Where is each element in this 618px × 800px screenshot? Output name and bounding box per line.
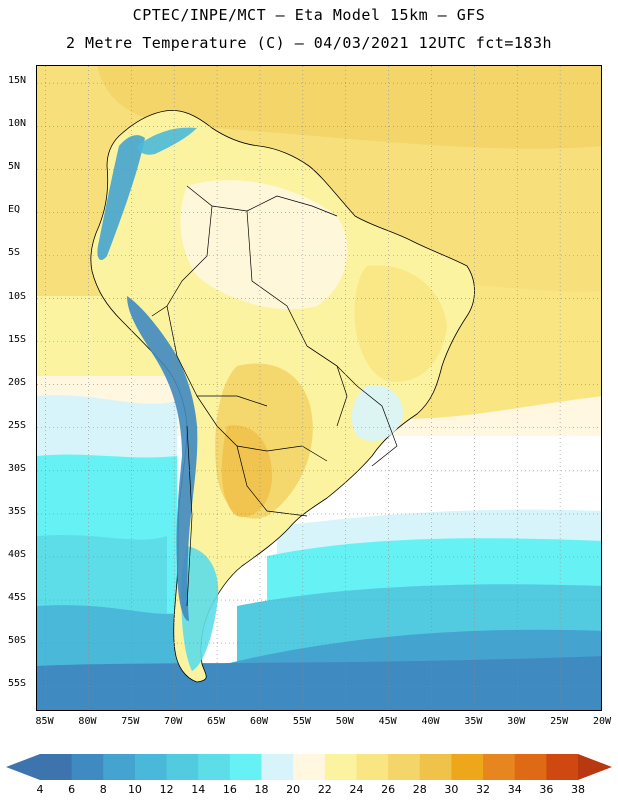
lat-tick-label: 35S: [8, 505, 27, 517]
chaco-hot-region: [221, 425, 272, 517]
lat-tick-label: 20S: [8, 376, 27, 388]
colorbar-swatch: [166, 754, 199, 780]
colorbar-tick-label: 26: [381, 783, 396, 796]
colorbar-tick-label: 16: [222, 783, 237, 796]
colorbar-tick-label: 24: [349, 783, 364, 796]
lat-tick-label: 25S: [8, 419, 27, 431]
lon-tick-label: 30W: [507, 716, 526, 727]
lon-tick-label: 25W: [550, 716, 569, 727]
colorbar-swatch: [356, 754, 389, 780]
lon-tick-label: 40W: [421, 716, 440, 727]
colorbar-tick-label: 34: [507, 783, 522, 796]
map-subtitle: 2 Metre Temperature (C) – 04/03/2021 12U…: [65, 34, 553, 52]
lon-tick-label: 80W: [78, 716, 97, 727]
lon-tick-label: 50W: [335, 716, 354, 727]
colorbar-swatch: [546, 754, 579, 780]
colorbar-swatch: [229, 754, 263, 780]
country-borders: [151, 185, 398, 607]
lat-tick-label: 15N: [8, 75, 27, 87]
lat-tick-label: 40S: [8, 548, 27, 560]
colorbar-swatch: [40, 754, 73, 780]
andes-cold-north: [97, 135, 145, 261]
lat-tick-label: EQ: [8, 204, 21, 216]
lon-tick-label: 45W: [378, 716, 397, 727]
colorbar-swatch: [198, 754, 231, 780]
colorbar-swatch: [388, 754, 421, 780]
lat-tick-label: 10N: [8, 118, 27, 130]
colorbar-tick-label: 18: [254, 783, 269, 796]
colorbar-tick-label: 10: [127, 783, 142, 796]
lat-tick-label: 50S: [8, 635, 27, 647]
colorbar-swatch: [483, 754, 516, 780]
colorbar-tick-label: 22: [317, 783, 332, 796]
colorbar-tick-label: 38: [571, 783, 585, 796]
lon-tick-label: 55W: [292, 716, 311, 727]
colorbar-swatch: [324, 754, 357, 780]
lat-tick-label: 5N: [8, 161, 21, 173]
colorbar-tick-label: 36: [539, 783, 554, 796]
temperature-map: [36, 65, 602, 711]
colorbar-tick-label: 4: [36, 783, 44, 796]
colorbar-tick-label: 14: [191, 783, 206, 796]
colorbar-under-arrow: [6, 754, 40, 780]
colorbar-tick-label: 12: [159, 783, 174, 796]
caribbean-warm: [97, 66, 601, 149]
colorbar-tick-label: 28: [412, 783, 427, 796]
lon-tick-label: 35W: [464, 716, 483, 727]
colorbar-swatch: [261, 754, 294, 780]
temperature-colorbar: [0, 750, 618, 800]
colorbar-tick-label: 8: [99, 783, 107, 796]
andes-cold-central: [127, 296, 198, 621]
andes-cold-venezuela: [137, 127, 197, 155]
lat-tick-label: 15S: [8, 333, 27, 345]
colorbar-over-arrow: [578, 754, 612, 780]
colorbar-tick-label: 32: [476, 783, 491, 796]
patagonia-cool: [181, 546, 219, 671]
brazil-east-warm: [354, 265, 447, 382]
lon-tick-label: 70W: [164, 716, 183, 727]
colorbar-canvas: [6, 754, 612, 780]
colorbar-swatch: [419, 754, 452, 780]
colorbar-swatch: [103, 754, 136, 780]
colorbar-swatch: [514, 754, 547, 780]
lon-tick-label: 85W: [35, 716, 54, 727]
map-canvas: [37, 66, 601, 710]
colorbar-swatch: [451, 754, 484, 780]
colorbar-swatch: [71, 754, 104, 780]
lon-tick-label: 65W: [207, 716, 226, 727]
lon-tick-label: 60W: [249, 716, 268, 727]
colorbar-tick-label: 30: [444, 783, 459, 796]
colorbar-swatch: [134, 754, 168, 780]
colorbar-tick-label: 20: [286, 783, 301, 796]
lon-tick-label: 20W: [592, 716, 612, 727]
ocean-band-deepest: [37, 656, 601, 710]
lon-tick-label: 75W: [121, 716, 140, 727]
colorbar-swatch: [293, 754, 326, 780]
lat-tick-label: 10S: [8, 290, 27, 302]
colorbar-tick-label: 6: [68, 783, 76, 796]
lat-tick-label: 45S: [8, 592, 27, 604]
lat-tick-label: 5S: [8, 247, 21, 259]
lat-tick-label: 55S: [8, 678, 27, 690]
map-title: CPTEC/INPE/MCT – Eta Model 15km – GFS: [132, 6, 486, 24]
lat-tick-label: 30S: [8, 462, 27, 474]
